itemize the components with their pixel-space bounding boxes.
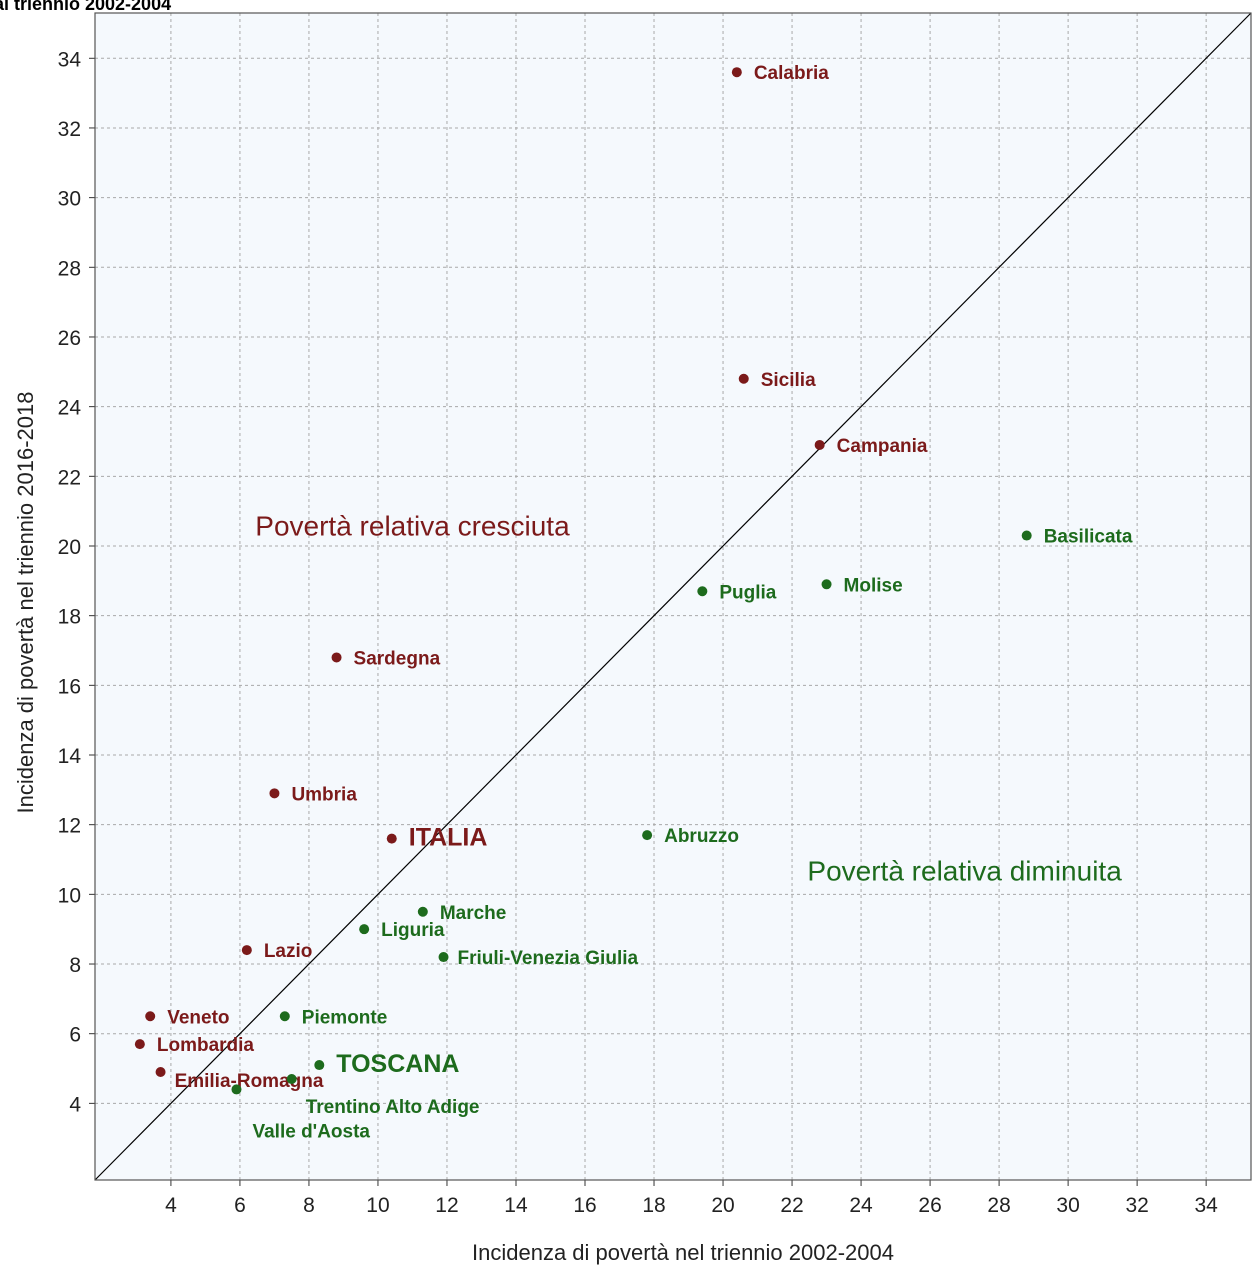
point-calabria bbox=[731, 67, 742, 78]
reference-diagonal-line bbox=[94, 12, 1252, 1181]
x-tick-label: 14 bbox=[504, 1194, 528, 1217]
point-umbria bbox=[269, 788, 280, 799]
y-axis-title: Incidenza di povertà nel triennio 2016-2… bbox=[13, 392, 38, 814]
point-piemonte bbox=[279, 1011, 290, 1022]
point-label-veneto: Veneto bbox=[167, 1007, 229, 1028]
data-points: Calabria Sicilia Campania Sardegna Umbria ITA… bbox=[134, 63, 1133, 1142]
x-tick-label: 32 bbox=[1125, 1194, 1148, 1217]
point-sicilia bbox=[738, 373, 749, 384]
point-molise bbox=[821, 579, 832, 590]
y-tick-label: 22 bbox=[58, 466, 81, 489]
axes bbox=[89, 12, 1252, 1186]
y-tick-label: 28 bbox=[58, 257, 81, 280]
point-label-umbria: Umbria bbox=[291, 784, 357, 805]
point-label-emilia-romagna: Emilia-Romagna bbox=[175, 1071, 324, 1092]
point-label-sicilia: Sicilia bbox=[761, 370, 816, 391]
point-label-lombardia: Lombardia bbox=[157, 1035, 255, 1056]
point-label-molise: Molise bbox=[844, 575, 903, 596]
point-basilicata bbox=[1021, 530, 1032, 541]
point-liguria bbox=[359, 924, 370, 935]
point-campania bbox=[814, 439, 825, 450]
x-axis-title: Incidenza di povertà nel triennio 2002-2… bbox=[472, 1240, 894, 1265]
point-label-campania: Campania bbox=[837, 436, 928, 457]
y-tick-label: 16 bbox=[58, 675, 81, 698]
x-tick-label: 30 bbox=[1056, 1194, 1079, 1217]
x-tick-label: 34 bbox=[1194, 1194, 1218, 1217]
plot-frame bbox=[94, 12, 1252, 1181]
zone-label-increased: Povertà relativa cresciuta bbox=[255, 511, 570, 542]
y-tick-label: 24 bbox=[58, 397, 82, 420]
y-tick-label: 30 bbox=[58, 188, 81, 211]
x-tick-label: 4 bbox=[165, 1194, 177, 1217]
tick-labels: 4 6 8 10 12 14 16 18 20 22 24 26 28 30 32 34 4 6 8 10 12 14 16… bbox=[58, 48, 1218, 1217]
point-puglia bbox=[697, 586, 708, 597]
point-lazio bbox=[241, 945, 252, 956]
grid-lines bbox=[95, 13, 1251, 1180]
point-label-sardegna: Sardegna bbox=[354, 648, 441, 669]
point-label-toscana: TOSCANA bbox=[336, 1050, 459, 1078]
point-label-lazio: Lazio bbox=[264, 941, 313, 962]
point-label-abruzzo: Abruzzo bbox=[664, 826, 739, 847]
point-label-italia: ITALIA bbox=[409, 824, 488, 852]
x-tick-label: 28 bbox=[987, 1194, 1010, 1217]
y-tick-label: 34 bbox=[58, 48, 82, 71]
x-tick-label: 24 bbox=[849, 1194, 873, 1217]
y-tick-label: 4 bbox=[69, 1093, 81, 1116]
y-tick-label: 18 bbox=[58, 606, 81, 629]
point-emilia-romagna bbox=[155, 1067, 166, 1078]
page-title: al triennio 2002-2004 bbox=[0, 0, 172, 14]
y-tick-label: 8 bbox=[69, 954, 81, 977]
point-label-liguria: Liguria bbox=[381, 920, 445, 941]
y-tick-label: 10 bbox=[58, 884, 81, 907]
zone-label-decreased: Povertà relativa diminuita bbox=[807, 855, 1122, 886]
y-tick-label: 32 bbox=[58, 118, 81, 141]
y-tick-label: 14 bbox=[58, 745, 82, 768]
x-tick-label: 12 bbox=[435, 1194, 458, 1217]
y-tick-label: 26 bbox=[58, 327, 81, 350]
point-valle-d-aosta bbox=[231, 1084, 242, 1095]
point-label-piemonte: Piemonte bbox=[302, 1007, 388, 1028]
x-tick-label: 20 bbox=[711, 1194, 734, 1217]
point-label-puglia: Puglia bbox=[719, 582, 776, 603]
point-toscana bbox=[314, 1060, 325, 1071]
point-label-basilicata: Basilicata bbox=[1044, 527, 1133, 548]
point-marche bbox=[417, 906, 428, 917]
x-tick-label: 16 bbox=[573, 1194, 596, 1217]
point-trentino-alto-adige bbox=[286, 1073, 297, 1084]
point-veneto bbox=[145, 1011, 156, 1022]
point-label-trentino-alto-adige: Trentino Alto Adige bbox=[306, 1097, 480, 1118]
point-label-marche: Marche bbox=[440, 903, 507, 924]
point-lombardia bbox=[134, 1039, 145, 1050]
x-tick-label: 6 bbox=[234, 1194, 246, 1217]
point-label-valle-d-aosta: Valle d'Aosta bbox=[252, 1121, 370, 1142]
y-tick-label: 12 bbox=[58, 815, 81, 838]
x-tick-label: 26 bbox=[918, 1194, 941, 1217]
point-friuli-venezia-giulia bbox=[438, 952, 449, 963]
point-abruzzo bbox=[642, 830, 653, 841]
x-tick-label: 22 bbox=[780, 1194, 803, 1217]
point-sardegna bbox=[331, 652, 342, 663]
x-tick-label: 18 bbox=[642, 1194, 665, 1217]
point-label-calabria: Calabria bbox=[754, 63, 829, 84]
x-tick-label: 8 bbox=[303, 1194, 315, 1217]
point-italia bbox=[386, 833, 397, 844]
y-tick-label: 6 bbox=[69, 1024, 81, 1047]
x-tick-label: 10 bbox=[366, 1194, 389, 1217]
y-tick-label: 20 bbox=[58, 536, 81, 559]
zone-labels: Povertà relativa cresciuta Povertà relati… bbox=[255, 511, 1122, 887]
point-label-friuli-venezia-giulia: Friuli-Venezia Giulia bbox=[458, 948, 639, 969]
